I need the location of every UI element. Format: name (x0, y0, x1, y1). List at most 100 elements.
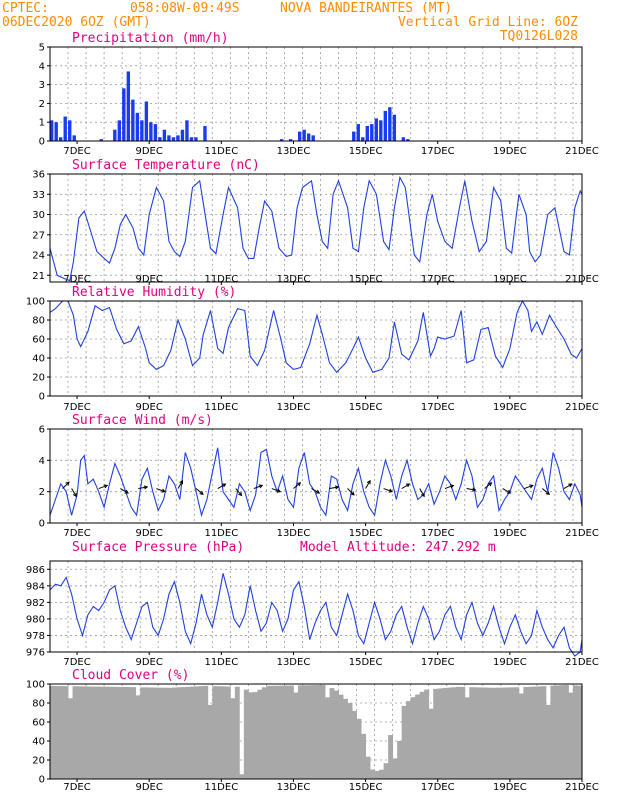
wind-arrow (217, 483, 226, 489)
panel-1-precipitation-mm-h: Precipitation (mm/h) 0 1 2 3 4 5 7DEC 9DEC 11DEC 1… (39, 31, 599, 157)
panel-4-title: Surface Wind (m/s) (72, 413, 213, 428)
panel-1-bar (392, 114, 397, 141)
wind-arrow (253, 484, 263, 490)
panel-6-bar (563, 684, 569, 779)
panel-6-bar (523, 686, 529, 779)
panel-6-bar (338, 694, 344, 779)
panel-1-xtick-label: 21DEC (565, 146, 599, 157)
panel-6-bar (559, 685, 565, 779)
panel-1-ytick-label: 5 (39, 43, 45, 54)
panel-6-bar (473, 687, 479, 779)
panel-6-bar (352, 710, 357, 779)
wind-arrow-head (221, 483, 227, 488)
panel-2-ytick-label: 24 (32, 251, 45, 262)
panel-6-bar (234, 686, 240, 779)
panel-2-xtick-label: 17DEC (421, 274, 455, 285)
panel-6-bar (572, 685, 578, 779)
panel-6-bar (212, 686, 218, 779)
panel-6-bar (550, 685, 556, 779)
panel-5-xtick-label: 11DEC (204, 657, 238, 668)
panel-1-bar (288, 139, 293, 141)
panel-6-bar (406, 701, 412, 779)
panel-3-ytick-label: 40 (32, 354, 45, 365)
panel-6-bar (347, 703, 353, 779)
panel-6-bar (171, 687, 177, 779)
panel-1-xtick-label: 19DEC (493, 146, 527, 157)
panel-1-ytick-label: 2 (39, 99, 45, 110)
panel-4-xtick-label: 11DEC (204, 528, 238, 539)
panel-5-xtick-label: 21DEC (565, 657, 599, 668)
panel-4-frame (49, 428, 583, 524)
panel-6-xtick-label: 7DEC (63, 782, 90, 793)
panel-6-bar (239, 774, 245, 779)
panel-3-xtick-label: 19DEC (493, 402, 527, 413)
panel-1-bar (131, 99, 135, 141)
panel-4-surface-wind-m-s: Surface Wind (m/s) 0 2 4 6 7DEC 9DEC 11DEC 13DEC… (39, 413, 599, 539)
panel-1-bar (311, 135, 315, 141)
panel-6-bar (279, 685, 285, 779)
panel-6-bar (266, 685, 272, 779)
panel-2-series-line (49, 175, 583, 282)
panel-6-bar (135, 695, 141, 779)
panel-2-ytick-label: 27 (32, 230, 45, 241)
panel-6-frame (49, 683, 583, 780)
panel-6-bar (541, 686, 547, 779)
panel-1-bar (72, 135, 76, 141)
wind-arrow-head (258, 484, 264, 489)
panel-6-bar (316, 685, 321, 779)
panel-6-xtick-label: 13DEC (277, 782, 311, 793)
panel-6-bar (126, 687, 132, 779)
panel-6-bar (532, 686, 538, 779)
panel-6-bar (356, 718, 362, 779)
panel-6-bar (225, 686, 231, 779)
panel-6-bar (189, 686, 195, 779)
panel-1-bar (176, 135, 180, 141)
panel-6-bar (370, 769, 376, 779)
wind-arrow-head (199, 490, 204, 495)
panel-6-xtick-label: 17DEC (421, 782, 455, 793)
wind-arrow (383, 488, 393, 493)
panel-1-bar (406, 139, 410, 141)
wind-arrow-head (350, 491, 355, 496)
panel-6-bar (545, 704, 551, 779)
panel-2-ytick-label: 33 (32, 190, 45, 201)
panel-6-bar (320, 684, 326, 779)
panel-6-bar (460, 686, 466, 779)
panel-4-ytick-label: 2 (39, 487, 45, 498)
panel-6-bar (149, 687, 155, 779)
panel-5-ytick-label: 982 (26, 598, 45, 609)
wind-arrow (365, 480, 371, 489)
panel-1-bar (158, 137, 162, 141)
wind-arrow (235, 488, 242, 496)
panel-6-bar (270, 685, 276, 779)
wind-arrow-head (487, 482, 493, 487)
panel-1-bar (140, 120, 144, 141)
wind-arrow-head (238, 491, 243, 497)
panel-6-bar (334, 690, 339, 779)
panel-1-bar (370, 124, 374, 141)
panel-6-bar (455, 686, 461, 779)
panel-6-bar (577, 685, 583, 779)
panel-4-xtick-label: 9DEC (135, 528, 162, 539)
panel-1-xtick-label: 15DEC (349, 146, 383, 157)
wind-arrow (329, 486, 339, 490)
panel-1-bar (122, 88, 126, 141)
panel-4-xtick-label: 21DEC (565, 528, 599, 539)
panel-1-bar (68, 120, 72, 141)
panel-6-bar (50, 685, 55, 779)
panel-6-bar (487, 687, 493, 779)
panel-1-bar (383, 110, 388, 141)
panel-2-frame (49, 173, 583, 283)
panel-6-bar (207, 704, 213, 779)
panel-6-bar (329, 688, 335, 779)
panel-1-bar (59, 137, 63, 141)
panel-6-ytick-label: 100 (26, 680, 45, 691)
panel-6-bar (464, 697, 470, 779)
panel-1-frame (49, 46, 583, 142)
panel-4-xtick-label: 7DEC (63, 528, 90, 539)
panel-1-bar (365, 125, 369, 141)
panel-1-bar (113, 129, 117, 141)
panel-4-ytick-label: 0 (39, 519, 45, 530)
panel-1-bar (379, 120, 383, 141)
